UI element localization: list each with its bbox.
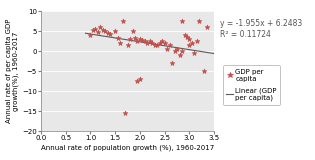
Point xyxy=(123,112,128,115)
Point xyxy=(157,42,162,44)
Point xyxy=(192,52,197,54)
Point xyxy=(93,28,98,31)
Point xyxy=(147,40,152,43)
Point xyxy=(185,36,190,39)
Point xyxy=(165,48,170,51)
Point xyxy=(172,50,177,52)
Point xyxy=(197,20,202,23)
Point xyxy=(135,80,140,83)
Point xyxy=(105,32,110,35)
Point xyxy=(100,29,105,31)
Point xyxy=(140,39,145,41)
Point xyxy=(169,62,175,64)
Point xyxy=(204,26,209,28)
Point xyxy=(160,40,165,43)
Point xyxy=(95,31,100,33)
Point xyxy=(90,29,95,32)
Point xyxy=(103,30,108,32)
Point xyxy=(133,37,138,40)
Point xyxy=(88,34,93,36)
Point xyxy=(137,78,142,80)
Legend: GDP per
capita, Linear (GDP
per capita): GDP per capita, Linear (GDP per capita) xyxy=(223,65,280,105)
Point xyxy=(150,42,155,44)
Text: y = -1.955x + 6.2483
R² = 0.11724: y = -1.955x + 6.2483 R² = 0.11724 xyxy=(220,19,303,39)
Point xyxy=(130,30,135,32)
Point xyxy=(117,42,123,44)
Point xyxy=(108,33,113,36)
Point xyxy=(155,44,160,47)
Point xyxy=(182,34,187,36)
Point xyxy=(202,70,207,72)
Y-axis label: Annual rate of per capita GDP
growth(%), 1960-2017: Annual rate of per capita GDP growth(%),… xyxy=(6,19,19,123)
Point xyxy=(177,54,182,56)
Point xyxy=(152,44,157,47)
Point xyxy=(98,26,103,28)
Point xyxy=(142,40,147,43)
Point xyxy=(180,20,185,23)
Point xyxy=(128,38,133,40)
Point xyxy=(145,42,150,44)
Point xyxy=(187,44,192,47)
Point xyxy=(115,37,120,40)
Point xyxy=(113,30,118,32)
Point xyxy=(120,20,125,23)
Point xyxy=(194,40,199,43)
Point xyxy=(135,40,140,43)
Point xyxy=(189,42,194,44)
Point xyxy=(125,44,130,47)
X-axis label: Annual rate of population growth (%), 1960-2017: Annual rate of population growth (%), 19… xyxy=(41,144,214,151)
Point xyxy=(167,44,172,47)
Point xyxy=(187,38,192,40)
Point xyxy=(180,50,185,52)
Point xyxy=(162,42,167,44)
Point xyxy=(175,48,180,51)
Point xyxy=(137,38,142,40)
